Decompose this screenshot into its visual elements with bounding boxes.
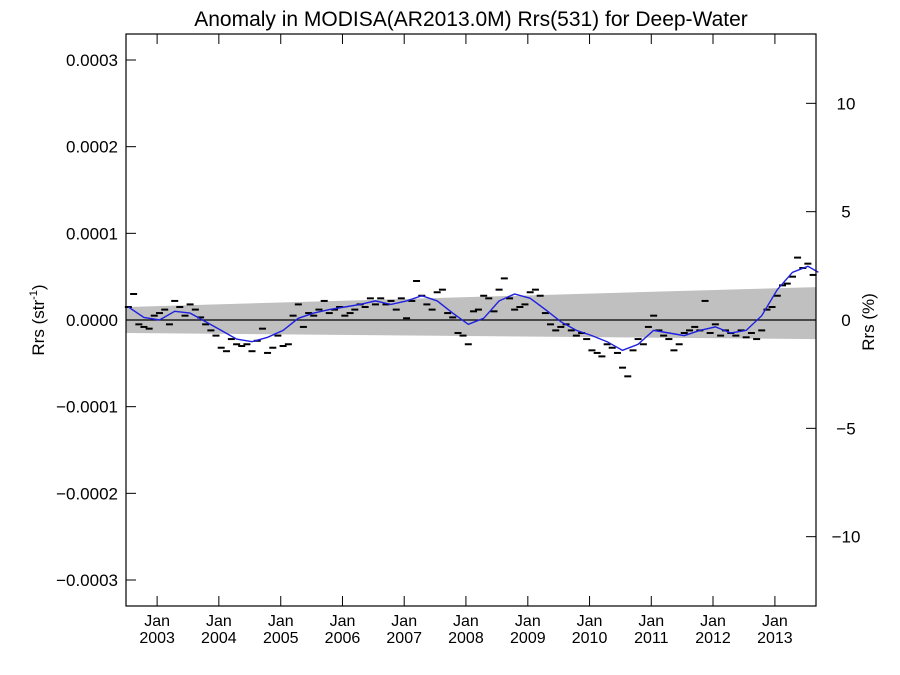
y-tick-label-left: −0.0003 bbox=[56, 571, 118, 590]
x-tick-label-month: Jan bbox=[206, 613, 232, 630]
x-tick-label-year: 2010 bbox=[572, 630, 608, 647]
y-tick-label-right: 5 bbox=[841, 203, 850, 222]
y-tick-label-left: 0.0002 bbox=[66, 138, 118, 157]
y-tick-label-left: 0.0003 bbox=[66, 51, 118, 70]
x-tick-label-month: Jan bbox=[144, 613, 170, 630]
x-tick-label-month: Jan bbox=[700, 613, 726, 630]
x-tick-label-year: 2008 bbox=[448, 630, 484, 647]
y-tick-label-left: 0.0001 bbox=[66, 224, 118, 243]
y-tick-label-right: −10 bbox=[832, 528, 861, 547]
y-tick-label-right: −5 bbox=[836, 419, 855, 438]
uncertainty-band bbox=[126, 287, 816, 340]
y-tick-label-left: 0.0000 bbox=[66, 311, 118, 330]
x-tick-label-month: Jan bbox=[577, 613, 603, 630]
x-tick-label-year: 2004 bbox=[201, 630, 237, 647]
y-axis-label-left-superscript: -1 bbox=[28, 290, 40, 300]
y-axis-label-left-close: ) bbox=[29, 284, 48, 290]
y-tick-label-left: −0.0002 bbox=[56, 484, 118, 503]
y-tick-label-right: 0 bbox=[841, 311, 850, 330]
x-tick-label-month: Jan bbox=[453, 613, 479, 630]
x-tick-label-month: Jan bbox=[515, 613, 541, 630]
x-tick-label-year: 2009 bbox=[510, 630, 546, 647]
y-axis-label-right: Rrs (%) bbox=[859, 293, 878, 351]
x-tick-label-year: 2012 bbox=[695, 630, 731, 647]
x-tick-label-month: Jan bbox=[762, 613, 788, 630]
y-tick-label-right: 10 bbox=[837, 94, 856, 113]
x-tick-label-year: 2007 bbox=[386, 630, 422, 647]
x-tick-label-month: Jan bbox=[391, 613, 417, 630]
x-tick-label-year: 2005 bbox=[263, 630, 299, 647]
x-tick-label-month: Jan bbox=[268, 613, 294, 630]
y-axis-label-left: Rrs (str-1) bbox=[28, 284, 48, 355]
plot-area: 0.0003 0.0002 0.0001 0.0000 −0.0001 −0.0002 −0… bbox=[56, 33, 861, 647]
y-axis-label-left-main: Rrs (str bbox=[29, 300, 48, 356]
x-tick-label-year: 2003 bbox=[139, 630, 175, 647]
smoothed-anomaly-line bbox=[128, 265, 819, 352]
y-tick-label-left: −0.0001 bbox=[56, 398, 118, 417]
x-tick-label-year: 2011 bbox=[634, 630, 669, 647]
x-tick-label-month: Jan bbox=[638, 613, 664, 630]
x-tick-label-year: 2006 bbox=[325, 630, 361, 647]
x-tick-label-month: Jan bbox=[330, 613, 356, 630]
chart-title: Anomaly in MODISA(AR2013.0M) Rrs(531) fo… bbox=[194, 8, 748, 31]
x-tick-label-year: 2013 bbox=[757, 630, 793, 647]
